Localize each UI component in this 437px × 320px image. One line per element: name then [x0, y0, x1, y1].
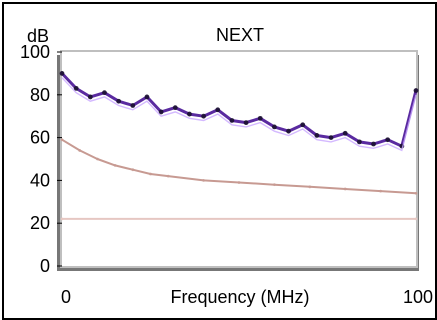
- series-lower_limit-group: [60, 217, 418, 221]
- series-limit-point: [379, 189, 382, 193]
- series-limit-point: [113, 164, 117, 167]
- x-ticks: 0 100: [61, 287, 433, 307]
- series-measured-point: [201, 113, 207, 119]
- series-measured-point: [356, 139, 362, 145]
- y-tick-label: 0: [40, 256, 50, 276]
- plot-area: [57, 50, 419, 271]
- x-tick-label: 0: [61, 287, 71, 307]
- series-limit-line: [61, 138, 417, 195]
- y-tick-label: 40: [30, 170, 50, 190]
- series-measured-point: [158, 109, 164, 115]
- series-limit-point: [308, 185, 312, 189]
- series-limit-point: [96, 157, 99, 161]
- series-limit-point: [131, 168, 135, 172]
- series-measured-line: [60, 71, 418, 148]
- series-measured-point: [328, 135, 334, 141]
- series-measured-highlight: [61, 77, 417, 152]
- series-measured-point: [102, 90, 107, 96]
- series-measured-point: [342, 130, 348, 136]
- series-limit-point: [149, 172, 152, 176]
- series-measured-point: [371, 141, 376, 147]
- y-axis-label: dB: [27, 26, 49, 46]
- x-axis-label: Frequency (MHz): [170, 287, 309, 307]
- series-limit-point: [166, 174, 170, 178]
- series-limit-point: [202, 179, 206, 182]
- series-layer: [59, 71, 419, 221]
- plot-background: [60, 50, 418, 268]
- series-measured-point: [243, 120, 249, 126]
- series-measured-group: [59, 71, 419, 152]
- series-measured-point: [59, 71, 65, 76]
- series-measured-point: [300, 122, 306, 128]
- series-measured-point: [116, 98, 122, 104]
- series-measured-point: [314, 133, 320, 138]
- series-lower_limit-point: [414, 217, 418, 221]
- series-measured-point: [385, 137, 391, 143]
- series-measured-point: [144, 94, 150, 100]
- series-measured-point: [73, 85, 79, 91]
- series-measured-point: [413, 88, 419, 93]
- series-limit-point: [78, 149, 82, 152]
- chart-title: NEXT: [216, 25, 264, 45]
- series-measured-point: [286, 128, 291, 134]
- x-tick-label: 100: [403, 287, 433, 307]
- series-limit-point: [60, 138, 64, 142]
- series-measured-point: [257, 115, 263, 121]
- y-ticks: 0 20 40 60 80 100: [20, 42, 62, 276]
- series-limit-point: [414, 191, 418, 195]
- series-measured-point: [187, 111, 192, 117]
- series-limit-point: [343, 187, 347, 191]
- y-tick-label: 80: [30, 85, 50, 105]
- series-limit-group: [60, 138, 418, 195]
- series-measured-point: [229, 118, 235, 123]
- series-measured-point: [172, 105, 178, 111]
- y-tick-label: 60: [30, 128, 50, 148]
- y-tick-label: 100: [20, 42, 50, 62]
- series-limit-point: [237, 181, 241, 184]
- series-measured-point: [130, 103, 136, 108]
- y-tick-label: 20: [30, 213, 50, 233]
- series-measured-point: [215, 107, 221, 113]
- series-measured-point: [87, 94, 93, 100]
- series-lower_limit-point: [60, 217, 64, 221]
- series-measured-point: [272, 124, 277, 130]
- series-limit-point: [273, 183, 276, 187]
